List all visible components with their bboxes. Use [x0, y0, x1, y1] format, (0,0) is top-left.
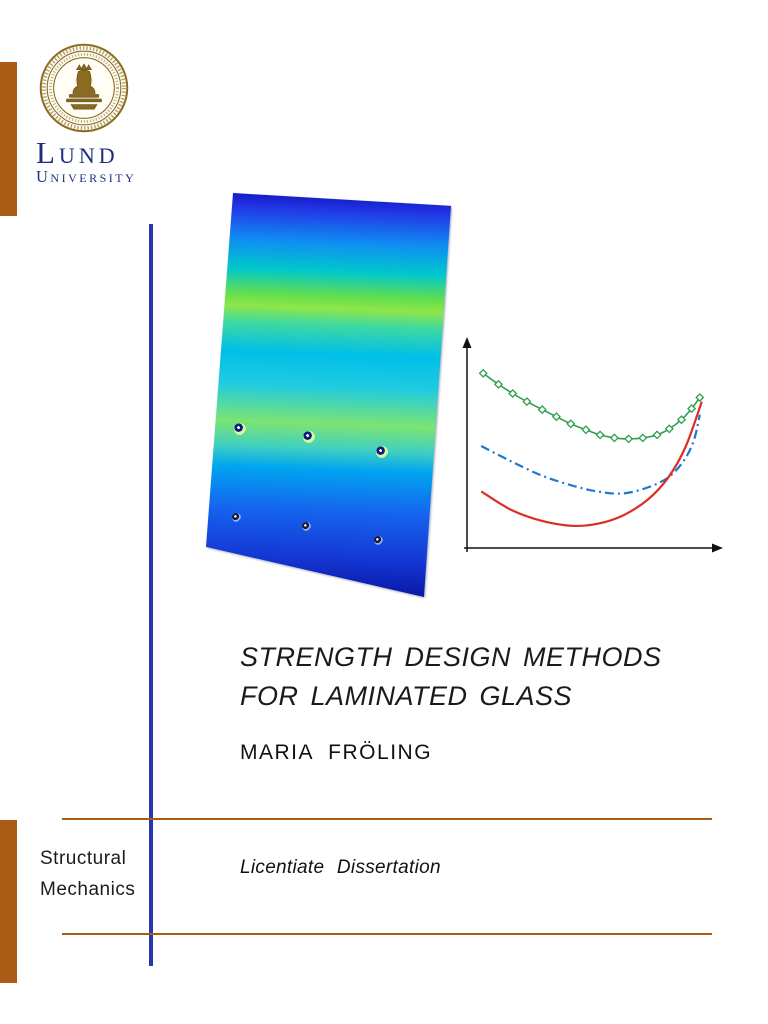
- title-line2: FOR LAMINATED GLASS: [240, 681, 573, 711]
- university-seal-icon: [39, 43, 129, 133]
- series-blue-dash-dot: [480, 414, 701, 495]
- bolt-fixing-dot: [302, 522, 311, 531]
- diamond-marker-icon: [478, 368, 488, 378]
- fem-contour-figure: [205, 193, 451, 597]
- diamond-marker-icon: [652, 430, 662, 440]
- diamond-marker-icon: [522, 397, 532, 407]
- diamond-marker-icon: [676, 415, 687, 425]
- bolt-fixing-dot: [234, 423, 246, 435]
- title-line1: STRENGTH DESIGN METHODS: [240, 642, 662, 672]
- diamond-marker-icon: [695, 392, 705, 403]
- university-wordmark: Lund University: [36, 135, 156, 186]
- bolt-fixing-dot: [374, 536, 383, 545]
- bolt-fixing-dot: [376, 446, 388, 458]
- x-axis-arrow: [712, 543, 723, 553]
- bolt-fixing-dot: [303, 431, 315, 443]
- university-logo: Lund University: [36, 42, 156, 186]
- horizontal-rule-top: [62, 818, 712, 820]
- department-label: Structural Mechanics: [40, 843, 150, 905]
- diamond-marker-icon: [624, 434, 634, 444]
- diamond-marker-icon: [551, 412, 561, 422]
- diamond-marker-icon: [664, 424, 674, 434]
- horizontal-rule-bottom: [62, 933, 712, 935]
- comparison-chart-figure: [458, 333, 726, 561]
- dissertation-title: STRENGTH DESIGN METHODS FOR LAMINATED GL…: [240, 638, 720, 716]
- diamond-marker-icon: [638, 433, 648, 443]
- bolt-fixing-dot: [232, 513, 241, 522]
- diamond-marker-icon: [566, 419, 576, 429]
- diamond-marker-icon: [537, 405, 547, 415]
- university-wordmark-line1: Lund: [36, 135, 119, 170]
- comparison-chart-svg: [462, 337, 723, 553]
- left-accent-bar-bottom: [0, 820, 17, 983]
- seal-central-figure: [66, 63, 102, 110]
- left-accent-bar-top: [0, 62, 17, 216]
- diamond-marker-icon: [687, 404, 697, 414]
- diamond-marker-icon: [508, 388, 518, 399]
- dissertation-type-label: Licentiate Dissertation: [240, 857, 441, 878]
- department-line1: Structural: [40, 848, 127, 869]
- glass-pane-stress-plot: [205, 193, 451, 597]
- diamond-marker-icon: [609, 433, 619, 443]
- series-red-solid: [480, 401, 703, 528]
- y-axis-arrow: [462, 337, 472, 348]
- university-wordmark-line2: University: [36, 167, 137, 186]
- author-name: MARIA FRÖLING: [240, 741, 433, 764]
- diamond-marker-icon: [581, 425, 591, 435]
- department-line2: Mechanics: [40, 879, 136, 900]
- diamond-marker-icon: [493, 379, 504, 389]
- vertical-divider-rule: [149, 224, 153, 966]
- diamond-marker-icon: [595, 430, 605, 440]
